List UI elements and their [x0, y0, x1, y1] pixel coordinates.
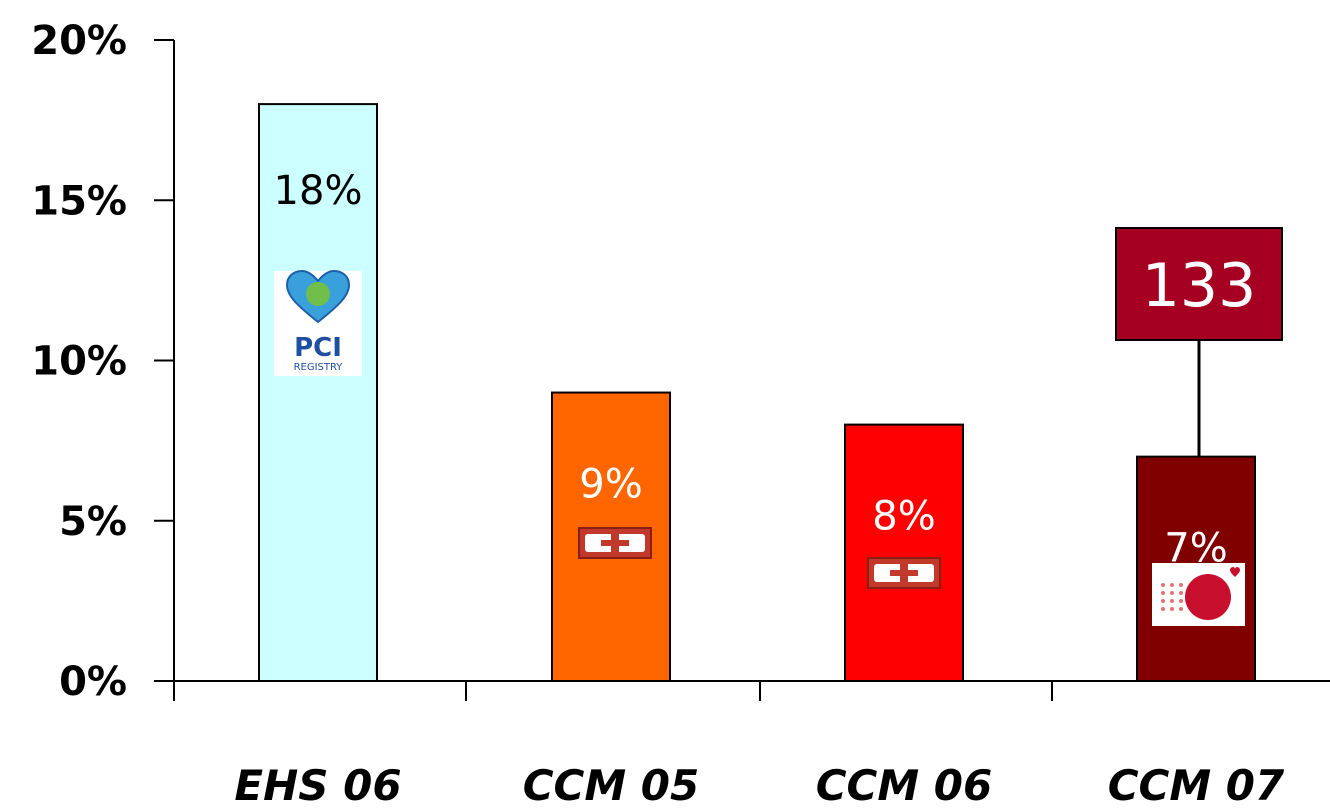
y-ticks: 0% 5% 10% 15% 20% [31, 18, 174, 705]
logo-text-registry: REGISTRY [294, 362, 344, 373]
cardio-cross-logo [867, 557, 941, 589]
x-ticks: EHS 06 CCM 05 CCM 06 CCM 07 [173, 681, 1285, 808]
dot-pattern [1161, 607, 1165, 611]
dot-pattern [1161, 591, 1165, 595]
dot-pattern [1170, 591, 1174, 595]
x-category-label: CCM 07 [1108, 761, 1285, 808]
logo-text-pci: PCI [294, 333, 342, 363]
bar-value-label: 9% [579, 462, 642, 508]
heart-icon [1230, 567, 1240, 577]
globe-icon [306, 282, 330, 306]
dot-pattern [1170, 599, 1174, 603]
y-tick-label: 5% [59, 499, 127, 545]
x-category-label: CCM 05 [523, 761, 700, 808]
callout-box [1115, 227, 1283, 341]
bar [258, 103, 378, 683]
y-tick-label: 15% [31, 178, 127, 224]
dot-pattern [1161, 599, 1165, 603]
sphere-icon [1185, 574, 1231, 620]
bar-value-label: 8% [872, 494, 935, 540]
dot-pattern [1179, 591, 1183, 595]
cardio-cross-logo [578, 527, 652, 559]
dot-pattern [1179, 583, 1183, 587]
red-sphere-heart-logo [1152, 563, 1245, 626]
dot-pattern [1179, 607, 1183, 611]
x-category-label: EHS 06 [234, 761, 401, 808]
dot-pattern [1179, 599, 1183, 603]
cross-horizontal [890, 570, 918, 576]
callout-label: 133 [1142, 251, 1257, 321]
dot-pattern [1170, 607, 1174, 611]
bar [844, 423, 964, 682]
y-tick-label: 0% [59, 659, 127, 705]
callout: 133 [1115, 227, 1283, 457]
dot-pattern [1170, 583, 1174, 587]
cross-horizontal [601, 540, 629, 546]
dot-pattern [1161, 583, 1165, 587]
y-tick-label: 20% [31, 18, 127, 64]
y-tick-label: 10% [31, 339, 127, 385]
x-category-label: CCM 06 [816, 761, 993, 808]
bar-value-label: 18% [274, 168, 363, 214]
